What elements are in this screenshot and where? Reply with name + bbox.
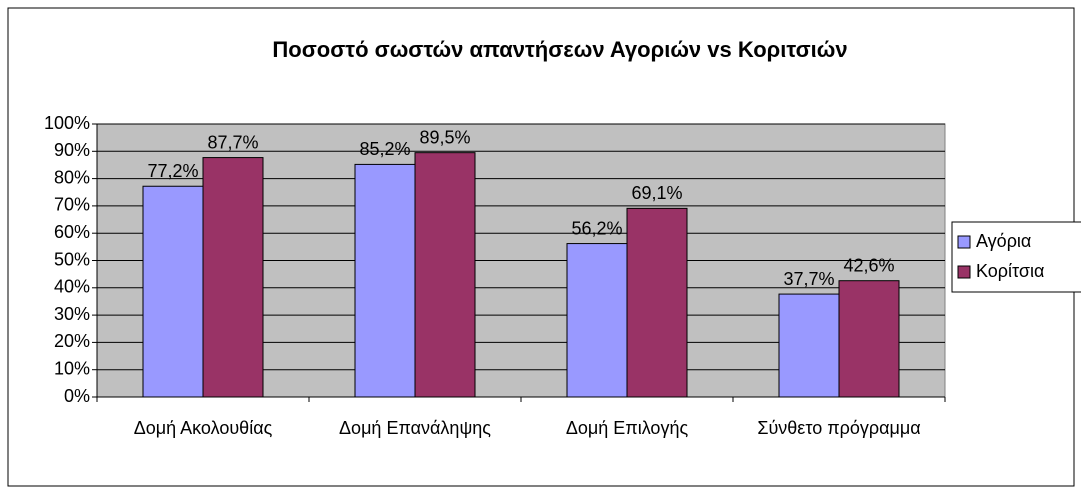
bar <box>838 280 900 398</box>
y-tick-label: 0% <box>64 386 90 406</box>
y-tick-label: 50% <box>54 249 90 269</box>
x-tick-label-box: Σύνθετο πρόγραμμα <box>757 418 921 438</box>
bar <box>414 152 476 398</box>
value-label: 85,2% <box>359 139 410 159</box>
legend-swatch <box>957 265 971 279</box>
legend-label: Αγόρια <box>976 231 1031 251</box>
x-tick-label: Δομή Επανάληψης <box>339 418 491 438</box>
y-tick-label: 60% <box>54 222 90 242</box>
legend-box <box>951 221 1081 293</box>
value-label: 56,2% <box>571 218 622 238</box>
value-label: 69,1% <box>631 183 682 203</box>
legend-label: Κορίτσια <box>976 261 1044 281</box>
value-label: 87,7% <box>207 132 258 152</box>
bar <box>626 207 688 398</box>
value-label: 37,7% <box>783 269 834 289</box>
value-label: 89,5% <box>419 127 470 147</box>
x-tick-label: Δομή Επιλογής <box>565 418 689 438</box>
chart-title: Ποσοστό σωστών απαντήσεων Αγοριών vs Κορ… <box>272 37 847 62</box>
bar <box>354 163 416 398</box>
y-tick-label: 20% <box>54 331 90 351</box>
y-tick-label: 100% <box>44 113 90 133</box>
y-tick-label: 70% <box>54 195 90 215</box>
y-tick-label: 80% <box>54 167 90 187</box>
bar <box>778 293 840 398</box>
value-label: 77,2% <box>147 161 198 181</box>
y-tick-label: 90% <box>54 140 90 160</box>
x-tick-label-box: Δομή Επανάληψης <box>339 418 491 438</box>
y-tick-label: 10% <box>54 358 90 378</box>
x-tick-label: Δομή Ακολουθίας <box>133 418 273 438</box>
x-tick-label-box: Δομή Ακολουθίας <box>133 418 273 438</box>
bar <box>142 185 204 398</box>
bar <box>566 243 628 398</box>
x-tick-label: Σύνθετο πρόγραμμα <box>757 418 921 438</box>
y-tick-label: 40% <box>54 277 90 297</box>
x-tick-label-box: Δομή Επιλογής <box>565 418 689 438</box>
value-label: 42,6% <box>843 255 894 275</box>
y-tick-label: 30% <box>54 304 90 324</box>
legend-swatch <box>957 235 971 249</box>
bar <box>202 157 264 398</box>
